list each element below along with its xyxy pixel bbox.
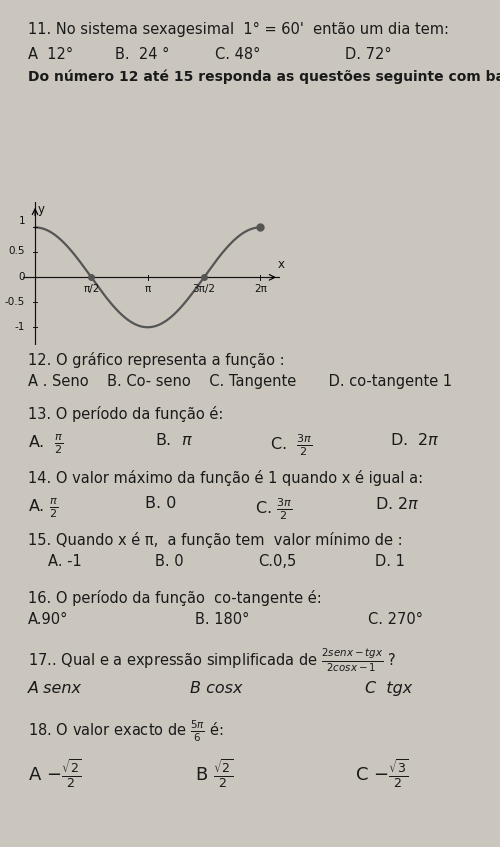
Text: A. -1: A. -1 [48,554,82,569]
Text: 14. O valor máximo da função é 1 quando x é igual a:: 14. O valor máximo da função é 1 quando … [28,470,423,486]
Text: 3π/2: 3π/2 [192,284,216,294]
Text: D. $2\pi$: D. $2\pi$ [375,496,420,512]
Text: 0.5: 0.5 [8,246,25,257]
Text: A . Seno    B. Co- seno    C. Tangente       D. co-tangente 1: A . Seno B. Co- seno C. Tangente D. co-t… [28,374,452,389]
Text: 12. O gráfico representa a função :: 12. O gráfico representa a função : [28,352,284,368]
Text: 1: 1 [18,216,25,226]
Text: π: π [144,284,151,294]
Text: B cosx: B cosx [190,681,242,696]
Text: A  12°: A 12° [28,47,73,62]
Text: 13. O período da função é:: 13. O período da função é: [28,406,224,422]
Text: π/2: π/2 [83,284,100,294]
Text: C. $\frac{3\pi}{2}$: C. $\frac{3\pi}{2}$ [255,496,292,522]
Text: B.  24 °: B. 24 ° [115,47,170,62]
Text: C. 270°: C. 270° [368,612,423,627]
Text: C.0,5: C.0,5 [258,554,296,569]
Text: C.  $\frac{3\pi}{2}$: C. $\frac{3\pi}{2}$ [270,432,312,457]
Text: A.  $\frac{\pi}{2}$: A. $\frac{\pi}{2}$ [28,432,64,456]
Text: -0.5: -0.5 [5,297,25,307]
Text: B. 180°: B. 180° [195,612,250,627]
Text: B.  $\pi$: B. $\pi$ [155,432,193,448]
Text: C  tgx: C tgx [365,681,412,696]
Text: -1: -1 [14,322,25,332]
Text: A $-\frac{\sqrt{2}}{2}$: A $-\frac{\sqrt{2}}{2}$ [28,757,82,789]
Text: D.  $2\pi$: D. $2\pi$ [390,432,440,448]
Text: 17.. Qual e a expressão simplificada de $\frac{2senx-tgx}{2cosx-1}$ ?: 17.. Qual e a expressão simplificada de … [28,647,396,674]
Text: 11. No sistema sexagesimal  1° = 60'  então um dia tem:: 11. No sistema sexagesimal 1° = 60' entã… [28,22,449,37]
Text: B. 0: B. 0 [145,496,176,511]
Text: y: y [38,203,45,217]
Text: A.90°: A.90° [28,612,68,627]
Text: C $-\frac{\sqrt{3}}{2}$: C $-\frac{\sqrt{3}}{2}$ [355,757,409,789]
Text: 0: 0 [18,273,25,282]
Text: B $\frac{\sqrt{2}}{2}$: B $\frac{\sqrt{2}}{2}$ [195,757,234,789]
Text: 2π: 2π [254,284,266,294]
Text: Do número 12 até 15 responda as questões seguinte com base no gráfico: Do número 12 até 15 responda as questões… [28,69,500,84]
Text: 18. O valor exacto de $\frac{5\pi}{6}$ é:: 18. O valor exacto de $\frac{5\pi}{6}$ é… [28,719,224,745]
Text: 15. Quando x é π,  a função tem  valor mínimo de :: 15. Quando x é π, a função tem valor mín… [28,532,402,548]
Text: A. $\frac{\pi}{2}$: A. $\frac{\pi}{2}$ [28,496,58,520]
Text: x: x [278,258,284,271]
Text: D. 1: D. 1 [375,554,405,569]
Text: B. 0: B. 0 [155,554,184,569]
Text: A senx: A senx [28,681,82,696]
Text: C. 48°: C. 48° [215,47,260,62]
Text: D. 72°: D. 72° [345,47,392,62]
Text: 16. O período da função  co-tangente é:: 16. O período da função co-tangente é: [28,590,322,606]
